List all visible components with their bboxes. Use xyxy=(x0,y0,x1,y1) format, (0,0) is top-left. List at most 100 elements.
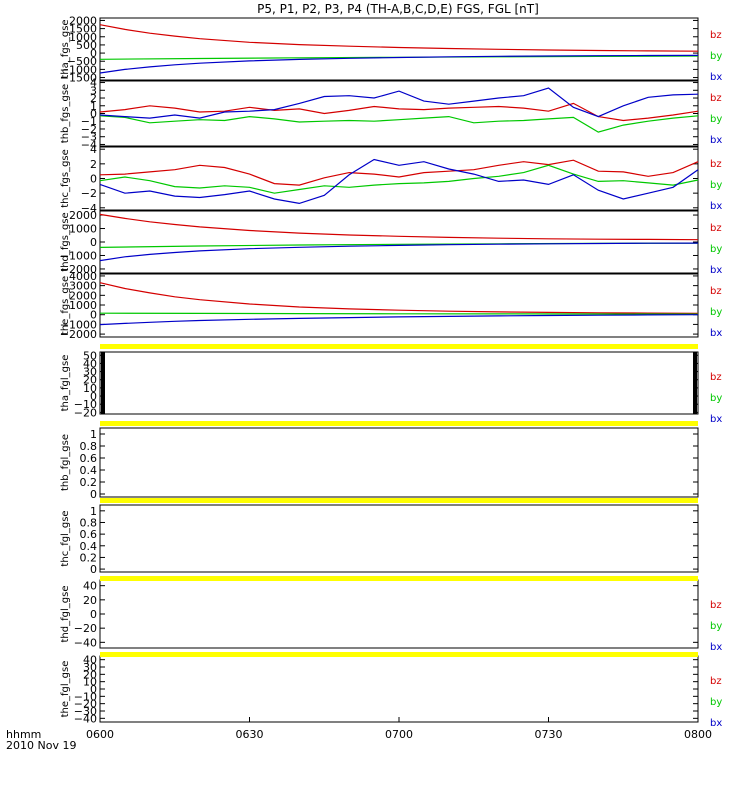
legend-by: by xyxy=(710,697,722,708)
y-tick-label: 4 xyxy=(90,143,97,156)
availability-bar xyxy=(100,421,698,426)
y-tick-label: 0 xyxy=(90,488,97,501)
x-tick-label: 0630 xyxy=(236,728,264,741)
y-tick-label: −40 xyxy=(74,712,97,725)
x-tick-label: 0600 xyxy=(86,728,114,741)
legend-bx: bx xyxy=(710,72,722,83)
y-tick-label: 0 xyxy=(90,608,97,621)
legend-bz: bz xyxy=(710,30,722,41)
y-tick-label: 20 xyxy=(83,594,97,607)
panel-frame xyxy=(99,504,699,573)
legend-by: by xyxy=(710,307,722,318)
y-tick-label: −2 xyxy=(81,123,97,136)
y-axis-label: thb_fgs_gse xyxy=(60,84,71,143)
y-axis-label: thd_fgl_gse xyxy=(60,586,71,643)
y-tick-label: 2 xyxy=(90,158,97,171)
availability-bar xyxy=(100,344,698,349)
y-tick-label: 40 xyxy=(83,580,97,593)
panel-frame xyxy=(99,146,699,211)
y-tick-label: 0 xyxy=(90,563,97,576)
y-tick-label: 20 xyxy=(83,374,97,387)
legend-bz: bz xyxy=(710,159,722,170)
y-tick-label: 0.2 xyxy=(80,551,98,564)
y-tick-label: 30 xyxy=(83,661,97,674)
panel-frame xyxy=(99,351,699,415)
y-tick-label: 2000 xyxy=(69,209,97,222)
y-tick-label: −30 xyxy=(74,705,97,718)
y-tick-label: −1 xyxy=(81,115,97,128)
panel-frame xyxy=(99,427,699,498)
series-line-by xyxy=(99,164,699,194)
y-axis-label: tha_fgs_gse xyxy=(60,19,71,78)
y-tick-label: −4 xyxy=(81,202,97,215)
legend-by: by xyxy=(710,393,722,404)
legend-bz: bz xyxy=(710,676,722,687)
legend-by: by xyxy=(710,180,722,191)
legend-bx: bx xyxy=(710,642,722,653)
y-tick-label: 0 xyxy=(90,236,97,249)
y-tick-label: 0.8 xyxy=(80,440,98,453)
series-line-by xyxy=(99,115,699,133)
y-tick-label: 500 xyxy=(76,39,97,52)
date-label: 2010 Nov 19 xyxy=(6,739,76,752)
y-tick-label: −500 xyxy=(67,55,97,68)
y-tick-label: 10 xyxy=(83,676,97,689)
y-tick-label: 0.6 xyxy=(80,528,98,541)
y-tick-label: 1 xyxy=(90,100,97,113)
y-tick-label: 0.8 xyxy=(80,516,98,529)
panel-stack: 2000150010005000−500−1000−1500tha_fgs_gs… xyxy=(60,14,723,729)
y-tick-label: −1000 xyxy=(60,63,97,76)
y-tick-label: 0.4 xyxy=(80,464,98,477)
y-tick-label: −10 xyxy=(74,398,97,411)
panel-frame xyxy=(99,655,699,723)
y-tick-label: 30 xyxy=(83,366,97,379)
y-tick-label: −2000 xyxy=(60,328,97,341)
legend-by: by xyxy=(710,114,722,125)
y-tick-label: 1000 xyxy=(69,31,97,44)
series-line-bx xyxy=(99,158,699,205)
panel-thb_fgl_gse: 10.80.60.40.20 thb_fgl_gse xyxy=(60,427,699,501)
availability-bar xyxy=(100,652,698,657)
legend-bz: bz xyxy=(710,372,722,383)
series-line-bx xyxy=(99,54,699,74)
y-tick-label: 0 xyxy=(90,683,97,696)
time-axis: 0600 0630 0700 0730 0800 xyxy=(86,717,712,741)
y-tick-label: 0 xyxy=(90,108,97,121)
y-tick-label: −3 xyxy=(81,131,97,144)
y-tick-label: −2000 xyxy=(60,263,97,276)
y-tick-label: 20 xyxy=(83,668,97,681)
y-axis-label: thb_fgl_gse xyxy=(60,434,71,491)
y-tick-label: 40 xyxy=(83,654,97,667)
y-tick-label: 1 xyxy=(90,505,97,518)
y-tick-label: −1500 xyxy=(60,72,97,85)
time-axis-label: hhmm xyxy=(6,728,41,741)
y-tick-label: −10 xyxy=(74,690,97,703)
y-tick-label: 1 xyxy=(90,428,97,441)
y-tick-label: 0.4 xyxy=(80,540,98,553)
y-tick-label: 3 xyxy=(90,84,97,97)
y-tick-label: 3000 xyxy=(69,280,97,293)
panel-tha_fgs_gse: 2000150010005000−500−1000−1500tha_fgs_gs… xyxy=(60,14,723,84)
y-axis-label: thc_fgs_gse xyxy=(60,149,71,208)
y-tick-label: 4000 xyxy=(69,270,97,283)
availability-bar xyxy=(100,498,698,503)
legend-bz: bz xyxy=(710,93,722,104)
y-tick-label: 0 xyxy=(90,309,97,322)
panel-thc_fgs_gse: 4 2 0−2 −4 thc_fgs_gse bz by bx xyxy=(60,143,722,215)
y-tick-label: 2 xyxy=(90,92,97,105)
y-tick-label: 2000 xyxy=(69,289,97,302)
series-line-bx xyxy=(99,314,699,326)
y-tick-label: −1000 xyxy=(60,318,97,331)
panel-frame xyxy=(99,273,699,338)
legend-bx: bx xyxy=(710,265,722,276)
y-tick-label: −1000 xyxy=(60,249,97,262)
y-tick-label: −2 xyxy=(81,187,97,200)
legend-bx: bx xyxy=(710,718,722,729)
legend-bx: bx xyxy=(710,328,722,339)
